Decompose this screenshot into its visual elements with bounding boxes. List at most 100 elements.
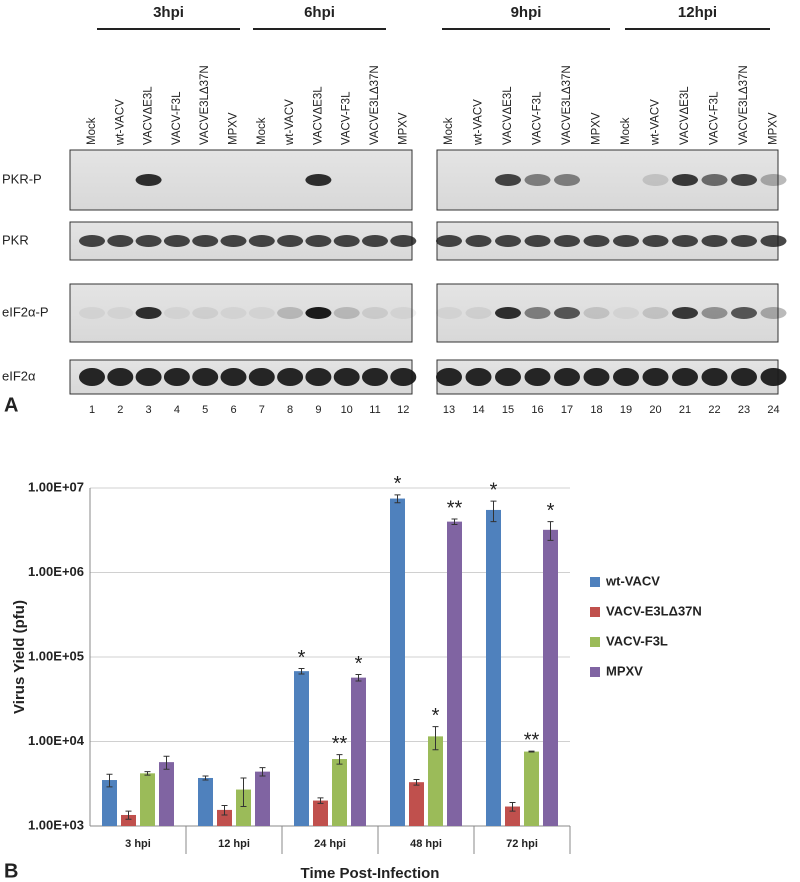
- significance: **: [332, 733, 348, 755]
- band: [554, 235, 580, 247]
- band: [524, 307, 551, 319]
- error-bar: [317, 797, 324, 804]
- error-bar: [451, 518, 458, 525]
- lane-number: 15: [502, 404, 514, 416]
- band: [524, 368, 551, 386]
- y-tick-label: 1.00E+03: [28, 817, 84, 832]
- lane-number: 8: [287, 404, 293, 416]
- band: [731, 307, 757, 319]
- panel-label: A: [4, 394, 18, 416]
- bar: [217, 809, 232, 826]
- band: [701, 368, 728, 386]
- lane-number: 20: [649, 404, 661, 416]
- band: [390, 307, 417, 319]
- band: [731, 368, 757, 386]
- band: [760, 174, 787, 186]
- lane-number: 13: [443, 404, 455, 416]
- band: [163, 235, 190, 247]
- band: [362, 368, 388, 386]
- band: [192, 368, 219, 386]
- lane-label: VACVE3LΔ37N: [561, 65, 573, 145]
- band: [583, 307, 610, 319]
- band: [220, 235, 247, 247]
- error-bar: [355, 674, 362, 682]
- bar: [524, 751, 539, 826]
- lane-number: 1: [89, 404, 95, 416]
- lane-number: 4: [174, 404, 180, 416]
- lane-number: 14: [472, 404, 484, 416]
- row-label: eIF2α: [2, 368, 36, 383]
- band: [220, 368, 247, 386]
- bar: [428, 736, 443, 826]
- error-bar: [163, 755, 170, 770]
- x-axis-label: Time Post-Infection: [301, 865, 440, 882]
- lane-label: VACV-F3L: [532, 91, 544, 145]
- blot: [436, 283, 779, 343]
- band: [305, 174, 332, 186]
- band: [79, 307, 105, 319]
- bar: [390, 498, 405, 826]
- band: [248, 235, 275, 247]
- band: [305, 307, 332, 319]
- row-label: PKR: [2, 232, 29, 247]
- band: [760, 368, 787, 386]
- lane-label: VACVΔE3L: [143, 86, 155, 145]
- error-bar: [336, 754, 343, 765]
- lane-label: VACVE3LΔ37N: [199, 65, 211, 145]
- band: [107, 235, 134, 247]
- band: [642, 174, 669, 186]
- lane-number: 12: [397, 404, 409, 416]
- band: [583, 368, 610, 386]
- error-bar: [202, 775, 209, 781]
- x-tick-label: 48 hpi: [410, 838, 442, 850]
- legend-label: VACV-E3LΔ37N: [606, 603, 702, 618]
- y-tick-label: 1.00E+06: [28, 564, 84, 579]
- y-tick-label: 1.00E+04: [28, 733, 85, 748]
- bar: [409, 782, 424, 826]
- lane-label: MPXV: [768, 112, 780, 145]
- legend-label: wt-VACV: [605, 573, 660, 588]
- significance: *: [298, 647, 306, 669]
- bar: [140, 773, 155, 826]
- significance: *: [394, 473, 402, 495]
- band: [305, 235, 332, 247]
- bar: [294, 671, 309, 826]
- band: [465, 368, 492, 386]
- lane-label: Mock: [256, 117, 268, 145]
- x-tick-label: 72 hpi: [506, 838, 538, 850]
- error-bar: [528, 750, 535, 753]
- blot: [69, 283, 413, 343]
- error-bar: [432, 726, 439, 751]
- band: [79, 368, 105, 386]
- band: [135, 235, 162, 247]
- error-bar: [547, 521, 554, 541]
- time-group-label: 6hpi: [304, 4, 335, 21]
- band: [333, 368, 360, 386]
- lane-number: 9: [315, 404, 321, 416]
- band: [731, 174, 757, 186]
- lane-number: 18: [590, 404, 602, 416]
- error-bar: [509, 801, 516, 812]
- lane-label: Mock: [620, 117, 632, 145]
- significance: **: [447, 497, 463, 519]
- error-bar: [125, 810, 132, 820]
- lane-label: wt-VACV: [650, 99, 662, 146]
- band: [436, 368, 462, 386]
- significance: *: [432, 705, 440, 727]
- error-bar: [240, 777, 247, 808]
- band: [192, 235, 219, 247]
- bar: [198, 777, 213, 826]
- band: [277, 235, 304, 247]
- lane-label: VACVE3LΔ37N: [369, 65, 381, 145]
- band: [701, 174, 728, 186]
- lane-label: VACV-F3L: [171, 91, 183, 145]
- bar: [486, 509, 501, 826]
- x-tick-label: 24 hpi: [314, 838, 346, 850]
- error-bar: [259, 767, 266, 777]
- band: [465, 235, 492, 247]
- band: [495, 174, 521, 186]
- lane-label: VACVΔE3L: [312, 86, 324, 145]
- lane-label: MPXV: [228, 112, 240, 145]
- lane-number: 3: [146, 404, 152, 416]
- band: [554, 307, 580, 319]
